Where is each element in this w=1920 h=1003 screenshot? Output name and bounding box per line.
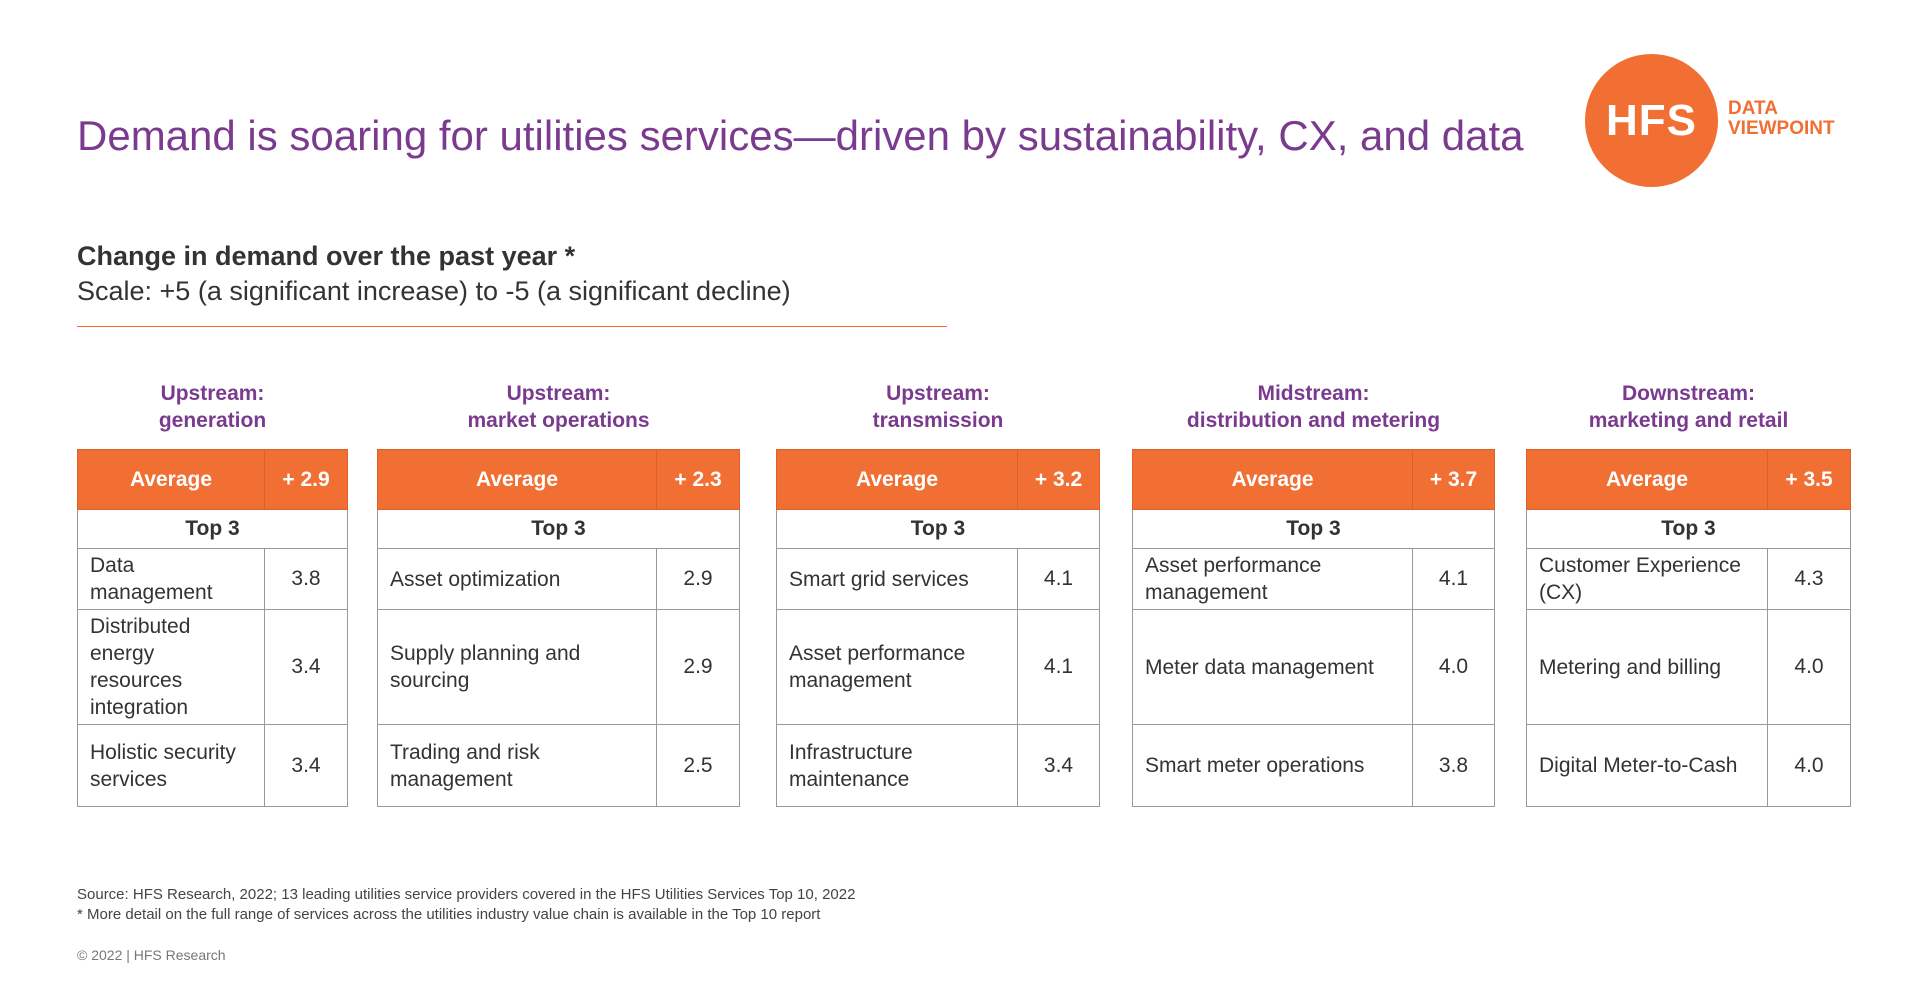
hfs-logo: HFS xyxy=(1585,54,1718,187)
service-score: 4.3 xyxy=(1767,548,1851,610)
table-row: Digital Meter-to-Cash 4.0 xyxy=(1526,724,1851,807)
service-score: 3.4 xyxy=(264,724,348,807)
average-value: + 3.7 xyxy=(1412,449,1495,510)
footnote-line: * More detail on the full range of servi… xyxy=(77,906,821,923)
demand-table: Average + 2.9 Top 3 Data management 3.8 Di… xyxy=(77,449,348,807)
service-score: 4.1 xyxy=(1017,609,1100,725)
service-score: 4.0 xyxy=(1767,724,1851,807)
column-marketing-retail: Downstream: marketing and retail Average… xyxy=(1526,380,1851,807)
service-score: 4.0 xyxy=(1412,609,1495,725)
service-name: Customer Experience (CX) xyxy=(1526,548,1768,610)
service-name: Meter data management xyxy=(1132,609,1413,725)
service-name: Holistic security services xyxy=(77,724,265,807)
average-value: + 3.5 xyxy=(1767,449,1851,510)
logo-tagline-2: VIEWPOINT xyxy=(1728,118,1835,139)
divider xyxy=(77,326,947,327)
page-title: Demand is soaring for utilities services… xyxy=(77,112,1524,159)
service-score: 4.1 xyxy=(1017,548,1100,610)
demand-table: Average + 3.5 Top 3 Customer Experience (… xyxy=(1526,449,1851,807)
scale-note: Scale: +5 (a significant increase) to -5… xyxy=(77,276,791,306)
column-distribution-metering: Midstream: distribution and metering Ave… xyxy=(1132,380,1495,807)
column-heading-line2: generation xyxy=(158,409,267,432)
table-row: Asset performance management 4.1 xyxy=(776,609,1100,725)
service-name: Infrastructure maintenance xyxy=(776,724,1018,807)
table-row: Asset performance management 4.1 xyxy=(1132,548,1495,610)
service-score: 2.9 xyxy=(656,609,740,725)
service-score: 2.5 xyxy=(656,724,740,807)
service-name: Smart grid services xyxy=(776,548,1018,610)
service-score: 3.8 xyxy=(264,548,348,610)
column-heading-line1: Upstream: xyxy=(160,382,265,405)
service-score: 2.9 xyxy=(656,548,740,610)
source-note: Source: HFS Research, 2022; 13 leading u… xyxy=(77,885,855,925)
column-heading-line1: Upstream: xyxy=(886,382,990,405)
average-value: + 3.2 xyxy=(1017,449,1100,510)
top3-label: Top 3 xyxy=(1132,509,1495,549)
top3-label: Top 3 xyxy=(776,509,1100,549)
logo-tagline: DATA VIEWPOINT xyxy=(1728,99,1835,139)
table-row: Data management 3.8 xyxy=(77,548,348,610)
column-heading-line2: distribution and metering xyxy=(1186,409,1441,432)
service-score: 3.8 xyxy=(1412,724,1495,807)
service-name: Distributed energy resources integration xyxy=(77,609,265,725)
service-name: Trading and risk management xyxy=(377,724,657,807)
column-market-operations: Upstream: market operations Average + 2.3… xyxy=(377,380,740,807)
column-heading-line1: Downstream: xyxy=(1621,382,1756,405)
service-name: Asset optimization xyxy=(377,548,657,610)
copyright: © 2022 | HFS Research xyxy=(77,947,226,963)
average-value: + 2.3 xyxy=(656,449,740,510)
average-label: Average xyxy=(776,449,1018,510)
service-name: Asset performance management xyxy=(1132,548,1413,610)
table-row: Infrastructure maintenance 3.4 xyxy=(776,724,1100,807)
column-heading: Upstream: market operations xyxy=(377,380,740,435)
column-heading-line2: market operations xyxy=(467,409,650,432)
table-row: Trading and risk management 2.5 xyxy=(377,724,740,807)
service-score: 3.4 xyxy=(1017,724,1100,807)
column-heading: Downstream: marketing and retail xyxy=(1526,380,1851,435)
service-name: Asset performance management xyxy=(776,609,1018,725)
table-row: Meter data management 4.0 xyxy=(1132,609,1495,725)
demand-table: Average + 2.3 Top 3 Asset optimization 2.9… xyxy=(377,449,740,807)
table-row: Customer Experience (CX) 4.3 xyxy=(1526,548,1851,610)
service-score: 4.0 xyxy=(1767,609,1851,725)
column-generation: Upstream: generation Average + 2.9 Top 3 … xyxy=(77,380,348,807)
column-heading: Upstream: generation xyxy=(77,380,348,435)
average-value: + 2.9 xyxy=(264,449,348,510)
demand-table: Average + 3.7 Top 3 Asset performance man… xyxy=(1132,449,1495,807)
column-heading: Midstream: distribution and metering xyxy=(1132,380,1495,435)
table-row: Asset optimization 2.9 xyxy=(377,548,740,610)
column-heading-line1: Midstream: xyxy=(1257,382,1370,405)
column-transmission: Upstream: transmission Average + 3.2 Top … xyxy=(776,380,1100,807)
column-heading-line1: Upstream: xyxy=(506,382,611,405)
table-row: Holistic security services 3.4 xyxy=(77,724,348,807)
service-name: Smart meter operations xyxy=(1132,724,1413,807)
service-name: Digital Meter-to-Cash xyxy=(1526,724,1768,807)
table-row: Supply planning and sourcing 2.9 xyxy=(377,609,740,725)
service-name: Supply planning and sourcing xyxy=(377,609,657,725)
service-name: Data management xyxy=(77,548,265,610)
table-row: Metering and billing 4.0 xyxy=(1526,609,1851,725)
table-row: Smart grid services 4.1 xyxy=(776,548,1100,610)
average-label: Average xyxy=(77,449,265,510)
column-heading: Upstream: transmission xyxy=(776,380,1100,435)
top3-label: Top 3 xyxy=(1526,509,1851,549)
table-row: Smart meter operations 3.8 xyxy=(1132,724,1495,807)
source-line: Source: HFS Research, 2022; 13 leading u… xyxy=(77,886,856,903)
column-heading-line2: marketing and retail xyxy=(1588,409,1789,432)
average-label: Average xyxy=(377,449,657,510)
service-name: Metering and billing xyxy=(1526,609,1768,725)
column-heading-line2: transmission xyxy=(872,409,1004,432)
logo-tagline-1: DATA xyxy=(1728,98,1778,119)
section-subtitle: Change in demand over the past year * xyxy=(77,241,576,271)
table-row: Distributed energy resources integration… xyxy=(77,609,348,725)
average-label: Average xyxy=(1526,449,1768,510)
service-score: 4.1 xyxy=(1412,548,1495,610)
service-score: 3.4 xyxy=(264,609,348,725)
top3-label: Top 3 xyxy=(377,509,740,549)
demand-table: Average + 3.2 Top 3 Smart grid services 4.… xyxy=(776,449,1100,807)
logo-mark: HFS xyxy=(1606,95,1697,145)
top3-label: Top 3 xyxy=(77,509,348,549)
average-label: Average xyxy=(1132,449,1413,510)
